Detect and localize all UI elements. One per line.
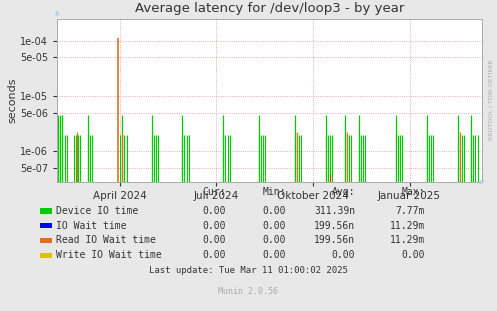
Text: 0.00: 0.00 (262, 206, 286, 216)
Text: 11.29m: 11.29m (390, 220, 425, 230)
Text: 0.00: 0.00 (203, 220, 226, 230)
Text: Min:: Min: (262, 187, 286, 197)
Text: 199.56n: 199.56n (314, 220, 355, 230)
Text: Avg:: Avg: (332, 187, 355, 197)
Text: 0.00: 0.00 (332, 250, 355, 260)
Text: 0.00: 0.00 (262, 250, 286, 260)
Text: Write IO Wait time: Write IO Wait time (56, 250, 162, 260)
Text: 7.77m: 7.77m (396, 206, 425, 216)
Text: Last update: Tue Mar 11 01:00:02 2025: Last update: Tue Mar 11 01:00:02 2025 (149, 266, 348, 275)
Text: 0.00: 0.00 (262, 220, 286, 230)
Text: Max:: Max: (402, 187, 425, 197)
Text: 311.39n: 311.39n (314, 206, 355, 216)
Bar (40, 253, 52, 258)
Title: Average latency for /dev/loop3 - by year: Average latency for /dev/loop3 - by year (135, 2, 405, 15)
Text: Munin 2.0.56: Munin 2.0.56 (219, 287, 278, 296)
Text: Device IO time: Device IO time (56, 206, 138, 216)
Text: 0.00: 0.00 (262, 235, 286, 245)
Text: 11.29m: 11.29m (390, 235, 425, 245)
Text: 0.00: 0.00 (203, 206, 226, 216)
Bar (40, 223, 52, 228)
Text: RRDTOOL / TOBI OETIKER: RRDTOOL / TOBI OETIKER (489, 59, 494, 140)
Text: IO Wait time: IO Wait time (56, 220, 127, 230)
Bar (40, 238, 52, 243)
Text: 199.56n: 199.56n (314, 235, 355, 245)
Text: 0.00: 0.00 (203, 235, 226, 245)
Text: Read IO Wait time: Read IO Wait time (56, 235, 156, 245)
Text: Cur:: Cur: (203, 187, 226, 197)
Bar (40, 208, 52, 214)
Text: 0.00: 0.00 (203, 250, 226, 260)
Text: 0.00: 0.00 (402, 250, 425, 260)
Y-axis label: seconds: seconds (7, 77, 17, 123)
